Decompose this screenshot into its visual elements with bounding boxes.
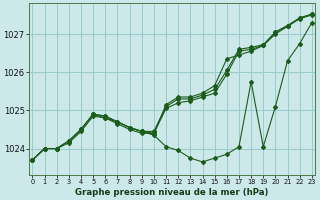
X-axis label: Graphe pression niveau de la mer (hPa): Graphe pression niveau de la mer (hPa)	[76, 188, 269, 197]
